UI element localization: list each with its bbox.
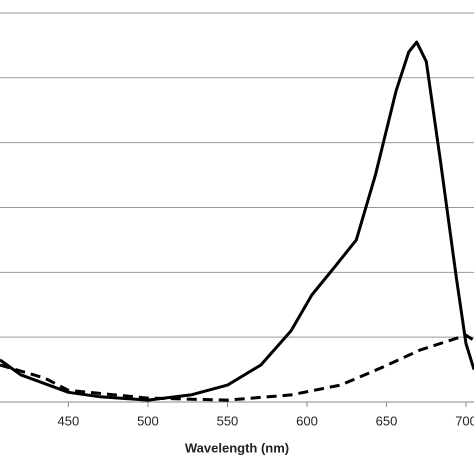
x-tick-label: 500 [137,413,159,428]
x-tick-label: 600 [296,413,318,428]
x-tick-label: 450 [58,413,80,428]
x-tick-label: 550 [217,413,239,428]
series-line [0,333,474,402]
x-axis-title: Wavelength (nm) [185,440,289,455]
x-tick-label: 700 [455,413,474,428]
series-line [0,40,474,402]
x-tick-label: 650 [376,413,398,428]
